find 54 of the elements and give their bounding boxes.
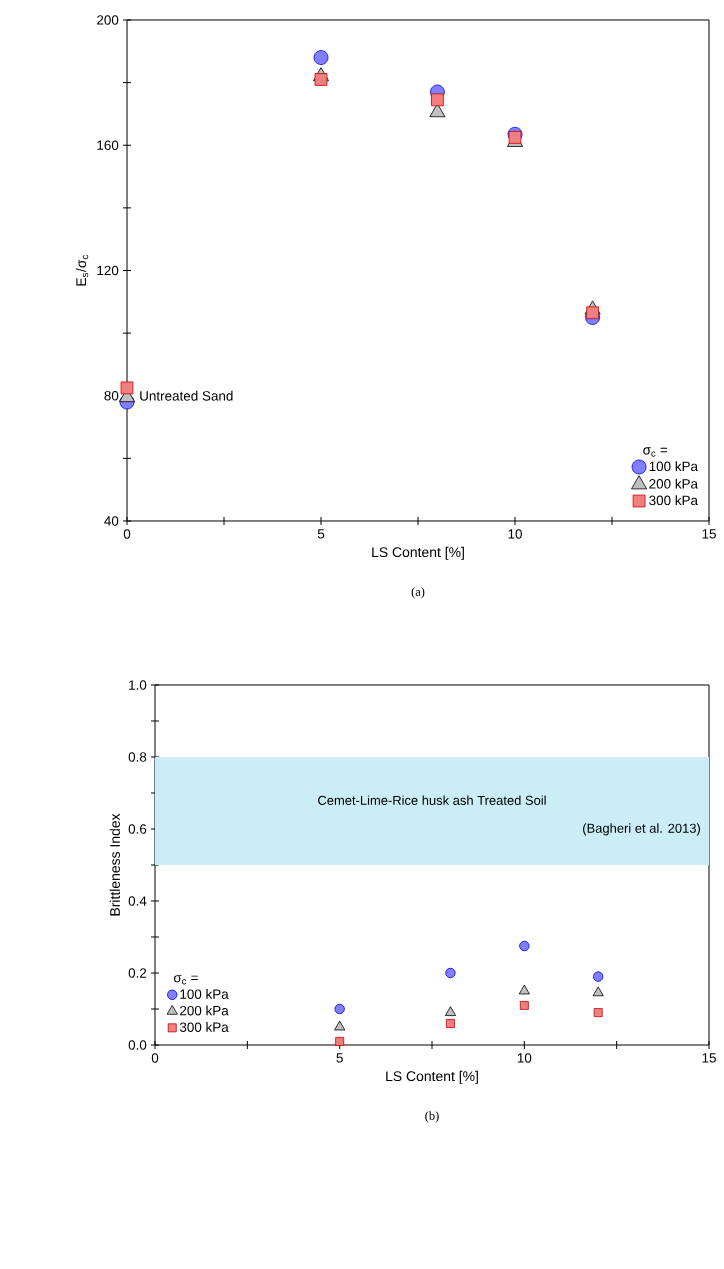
y-tick-label: 120 — [97, 265, 119, 276]
point — [518, 984, 530, 995]
point — [120, 381, 134, 395]
x-tick-label: 0 — [123, 529, 131, 539]
y-axis-title: E$_{s}$/σ$_{c}$ — [75, 254, 89, 286]
y-axis-title: Brittleness Index — [109, 813, 120, 916]
y-tick-label: 200 — [97, 15, 119, 25]
x-axis-title: LS Content [%] — [372, 546, 464, 560]
y-tick-label: 40 — [104, 516, 119, 526]
y-tick-label: 0.4 — [128, 896, 147, 906]
annotation: Untreated Sand — [140, 390, 233, 401]
point — [429, 103, 446, 118]
legend-label: 200 kPa — [180, 1005, 229, 1016]
legend-label: 300 kPa — [179, 1022, 229, 1032]
point — [314, 73, 328, 86]
point — [445, 967, 456, 979]
point — [431, 93, 444, 107]
point — [313, 50, 329, 65]
point — [334, 1003, 345, 1015]
point — [519, 1000, 529, 1010]
y-tick-label: 0.8 — [128, 752, 147, 762]
point — [592, 986, 604, 997]
point — [444, 1006, 457, 1016]
point — [334, 1020, 346, 1031]
point — [593, 1008, 603, 1018]
point — [446, 1018, 455, 1028]
text: (b) — [425, 1111, 439, 1123]
y-tick-label: 0.6 — [128, 824, 147, 834]
legend-title: σ$_{c}$ = — [173, 975, 198, 985]
annotation: (Bagheri et al. 2013) — [583, 823, 701, 836]
x-tick-label: 0 — [151, 1053, 159, 1063]
x-tick-label: 5 — [317, 529, 325, 539]
legend-label: 300 kPa — [649, 495, 698, 506]
legend-label: 200 kPa — [649, 478, 698, 489]
point — [335, 1036, 345, 1046]
y-tick-label: 0.0 — [128, 1040, 147, 1050]
x-tick-label: 10 — [517, 1053, 532, 1063]
text: (a) — [411, 587, 425, 599]
y-tick-label: 0.2 — [128, 968, 147, 978]
x-tick-label: 10 — [508, 529, 522, 539]
y-tick-label: 160 — [97, 140, 119, 150]
legend-label: 100 kPa — [180, 989, 229, 999]
point — [519, 940, 530, 952]
band-label: Cemet-Lime-Rice husk ash Treated Soil — [318, 795, 546, 805]
x-tick-label: 15 — [702, 529, 716, 539]
x-tick-label: 5 — [336, 1053, 343, 1063]
y-tick-label: 80 — [104, 390, 119, 401]
x-axis-title: LS Content [%] — [386, 1070, 478, 1084]
point — [586, 306, 599, 320]
point — [593, 971, 604, 982]
legend-title: σ$_{c}$ = — [643, 447, 668, 457]
x-tick-label: 15 — [702, 1053, 716, 1063]
legend-label: 100 kPa — [649, 461, 698, 472]
y-tick-label: 1.0 — [129, 680, 147, 690]
